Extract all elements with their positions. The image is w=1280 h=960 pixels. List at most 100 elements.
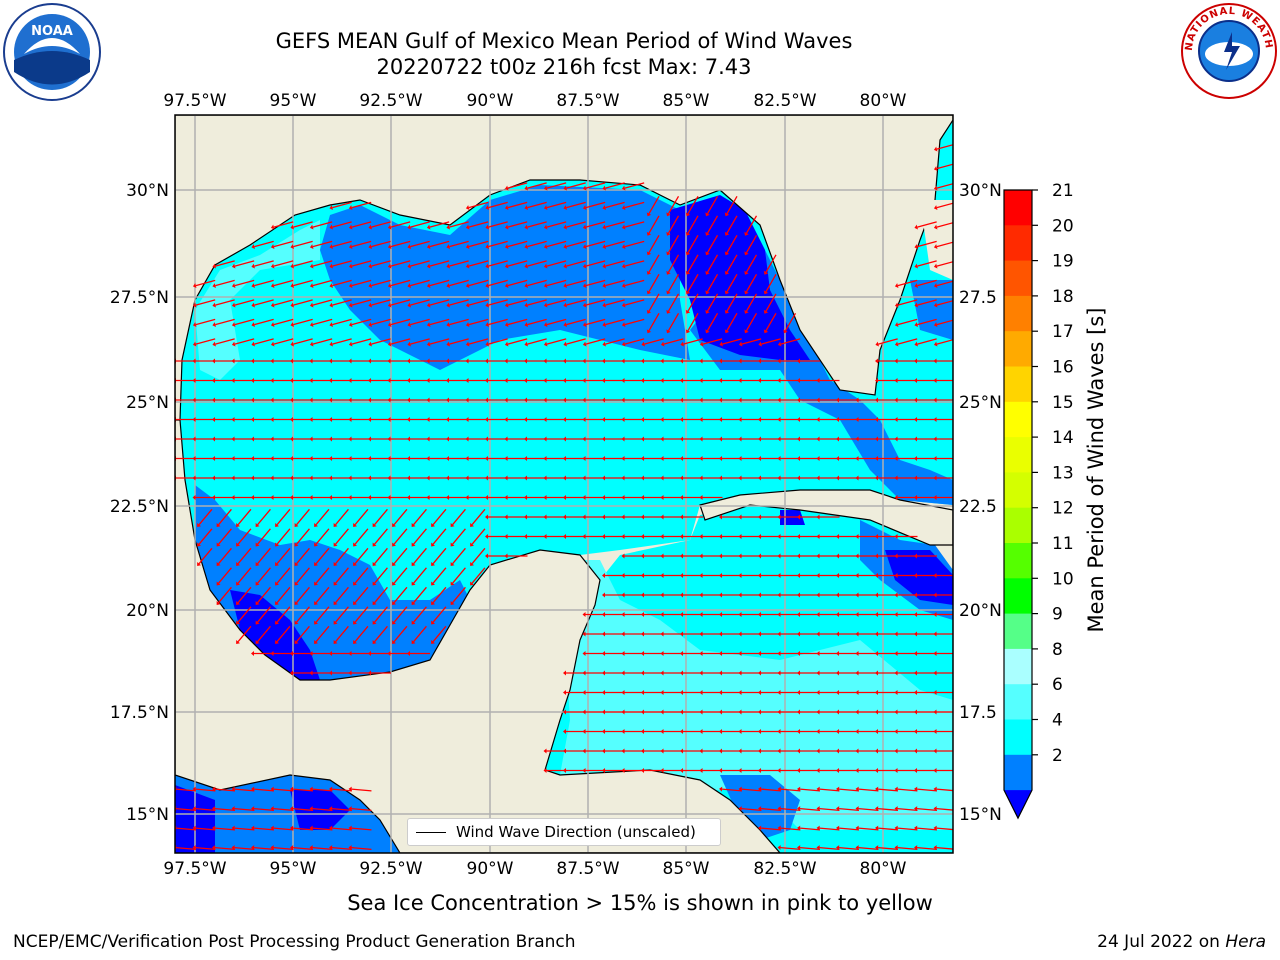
- cuba-land: [699, 489, 953, 546]
- wind-arrow: [468, 240, 489, 248]
- wind-arrow-head: [719, 768, 722, 773]
- wind-arrow-head: [192, 358, 196, 364]
- wind-arrow-head: [197, 542, 201, 547]
- wind-arrow-head: [309, 845, 313, 851]
- wind-arrow: [374, 606, 388, 623]
- wind-arrow: [296, 508, 310, 526]
- wind-arrow: [449, 338, 469, 345]
- wind-arrow-head: [738, 670, 742, 676]
- wind-arrow: [374, 625, 388, 643]
- wind-arrow-head: [836, 475, 839, 481]
- wind-arrow-head: [660, 631, 664, 637]
- wind-arrow: [507, 260, 528, 267]
- wind-arrow-head: [407, 397, 410, 403]
- wind-arrow: [273, 827, 294, 831]
- wind-arrow-head: [699, 534, 703, 539]
- wind-arrow-head: [290, 495, 293, 500]
- wind-arrow: [234, 299, 255, 306]
- wind-arrow-head: [563, 456, 566, 461]
- wind-arrow-head: [894, 806, 898, 812]
- wind-arrow-head: [621, 263, 626, 269]
- wind-arrow: [648, 274, 660, 292]
- wind-arrow: [546, 279, 567, 287]
- wind-arrow-head: [290, 224, 294, 230]
- wind-arrow-head: [797, 514, 800, 520]
- wind-arrow: [936, 846, 953, 850]
- wind-arrow-head: [563, 417, 566, 422]
- wind-arrow-head: [411, 581, 416, 586]
- wind-arrow-head: [290, 670, 293, 676]
- wind-arrow-head: [724, 212, 730, 217]
- wind-arrow-head: [392, 562, 396, 566]
- wind-arrow: [312, 338, 333, 345]
- wind-arrow-head: [368, 263, 372, 269]
- wind-arrow-head: [914, 786, 918, 792]
- wind-arrow: [916, 807, 938, 812]
- wind-arrow-head: [192, 397, 196, 403]
- wind-arrow: [214, 827, 236, 831]
- wind-arrow-head: [685, 290, 691, 295]
- wind-arrow: [198, 528, 213, 545]
- wind-arrow: [432, 567, 447, 584]
- wind-arrow: [273, 788, 294, 792]
- wind-arrow: [585, 279, 606, 287]
- wind-arrow-head: [621, 205, 626, 211]
- wind-arrow-head: [914, 456, 917, 461]
- wind-arrow-head: [738, 768, 742, 773]
- wind-arrow: [234, 807, 255, 812]
- florida-east-land: [920, 200, 953, 280]
- wind-arrow-head: [777, 670, 781, 676]
- wind-arrow-head: [621, 378, 625, 383]
- wind-arrow: [507, 201, 528, 209]
- wind-arrow: [527, 260, 547, 267]
- lon-label-top: 82.5°W: [753, 91, 816, 111]
- wind-arrow: [276, 625, 291, 643]
- wind-arrow-head: [231, 456, 235, 461]
- wind-arrow: [667, 313, 680, 331]
- wind-arrow-head: [933, 378, 937, 383]
- wind-arrow-head: [387, 456, 391, 461]
- wind-arrow-head: [543, 205, 548, 211]
- wind-arrow: [780, 788, 801, 792]
- wind-arrow-head: [368, 322, 372, 328]
- wind-arrow: [413, 625, 427, 643]
- wind-arrow-head: [407, 456, 410, 461]
- wind-arrow: [488, 240, 508, 248]
- wind-arrow-head: [602, 748, 605, 754]
- lat-label-left: 22.5°N: [110, 497, 169, 517]
- wind-arrow: [312, 240, 333, 248]
- wind-arrow-head: [738, 378, 742, 383]
- wind-arrow: [390, 338, 411, 345]
- wind-arrow-head: [758, 417, 761, 422]
- wind-arrow: [897, 279, 918, 287]
- wind-arrow: [741, 807, 762, 812]
- wind-arrow-head: [680, 573, 683, 578]
- wind-arrow-head: [329, 786, 333, 792]
- wind-arrow-head: [875, 534, 878, 539]
- wind-arrow-head: [563, 322, 567, 328]
- wind-arrow-head: [470, 542, 474, 547]
- wind-arrow-head: [251, 845, 255, 851]
- wind-arrow-head: [431, 523, 435, 527]
- wind-arrow-head: [705, 309, 710, 314]
- colorbar-tick-label: 11: [1052, 534, 1074, 554]
- wind-arrow-head: [348, 302, 353, 308]
- wind-arrow-head: [446, 417, 449, 422]
- wind-arrow-head: [875, 806, 879, 812]
- wind-arrow-head: [855, 475, 859, 481]
- wind-arrow: [687, 254, 699, 273]
- wind-arrow-head: [894, 768, 898, 773]
- wind-arrow: [175, 788, 197, 792]
- wind-arrow-head: [290, 244, 294, 250]
- blue-region-atlantic-2: [910, 280, 953, 340]
- wind-arrow: [276, 547, 291, 565]
- wind-arrow-head: [738, 709, 742, 715]
- wind-arrow-head: [197, 523, 201, 527]
- darkblue-region-campeche: [230, 590, 320, 680]
- wind-arrow-head: [485, 495, 488, 500]
- wind-arrow: [351, 279, 372, 287]
- wind-arrow-head: [602, 302, 606, 308]
- wind-arrow-head: [251, 417, 254, 422]
- wind-arrow-head: [738, 436, 742, 442]
- wind-arrow-head: [387, 322, 392, 328]
